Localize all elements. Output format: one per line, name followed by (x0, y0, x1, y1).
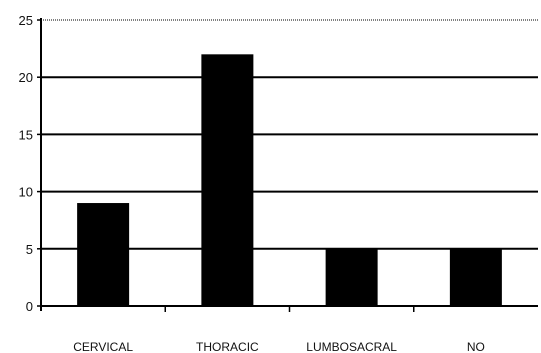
y-tick-label: 25 (19, 13, 33, 28)
y-tick-label: 20 (19, 70, 33, 85)
y-tick-label: 5 (26, 242, 33, 257)
x-tick-label: LUMBOSACRAL (306, 340, 397, 353)
x-tick-label: NO (467, 340, 485, 353)
bar-thoracic (201, 54, 254, 306)
x-tick-label: CERVICAL (73, 340, 133, 353)
bar-lumbosacral (325, 248, 378, 306)
y-tick-label: 15 (19, 127, 33, 142)
y-tick-label: 0 (26, 299, 33, 314)
bar-no (449, 248, 502, 306)
y-tick-label: 10 (19, 185, 33, 200)
x-tick-label: THORACIC (196, 340, 259, 353)
axes (37, 18, 538, 312)
bars (77, 54, 502, 306)
y-tick-labels: 0 5 10 15 20 25 (19, 13, 33, 314)
bar-cervical (77, 203, 130, 306)
x-tick-labels: CERVICAL THORACIC LUMBOSACRAL NO (73, 340, 485, 353)
